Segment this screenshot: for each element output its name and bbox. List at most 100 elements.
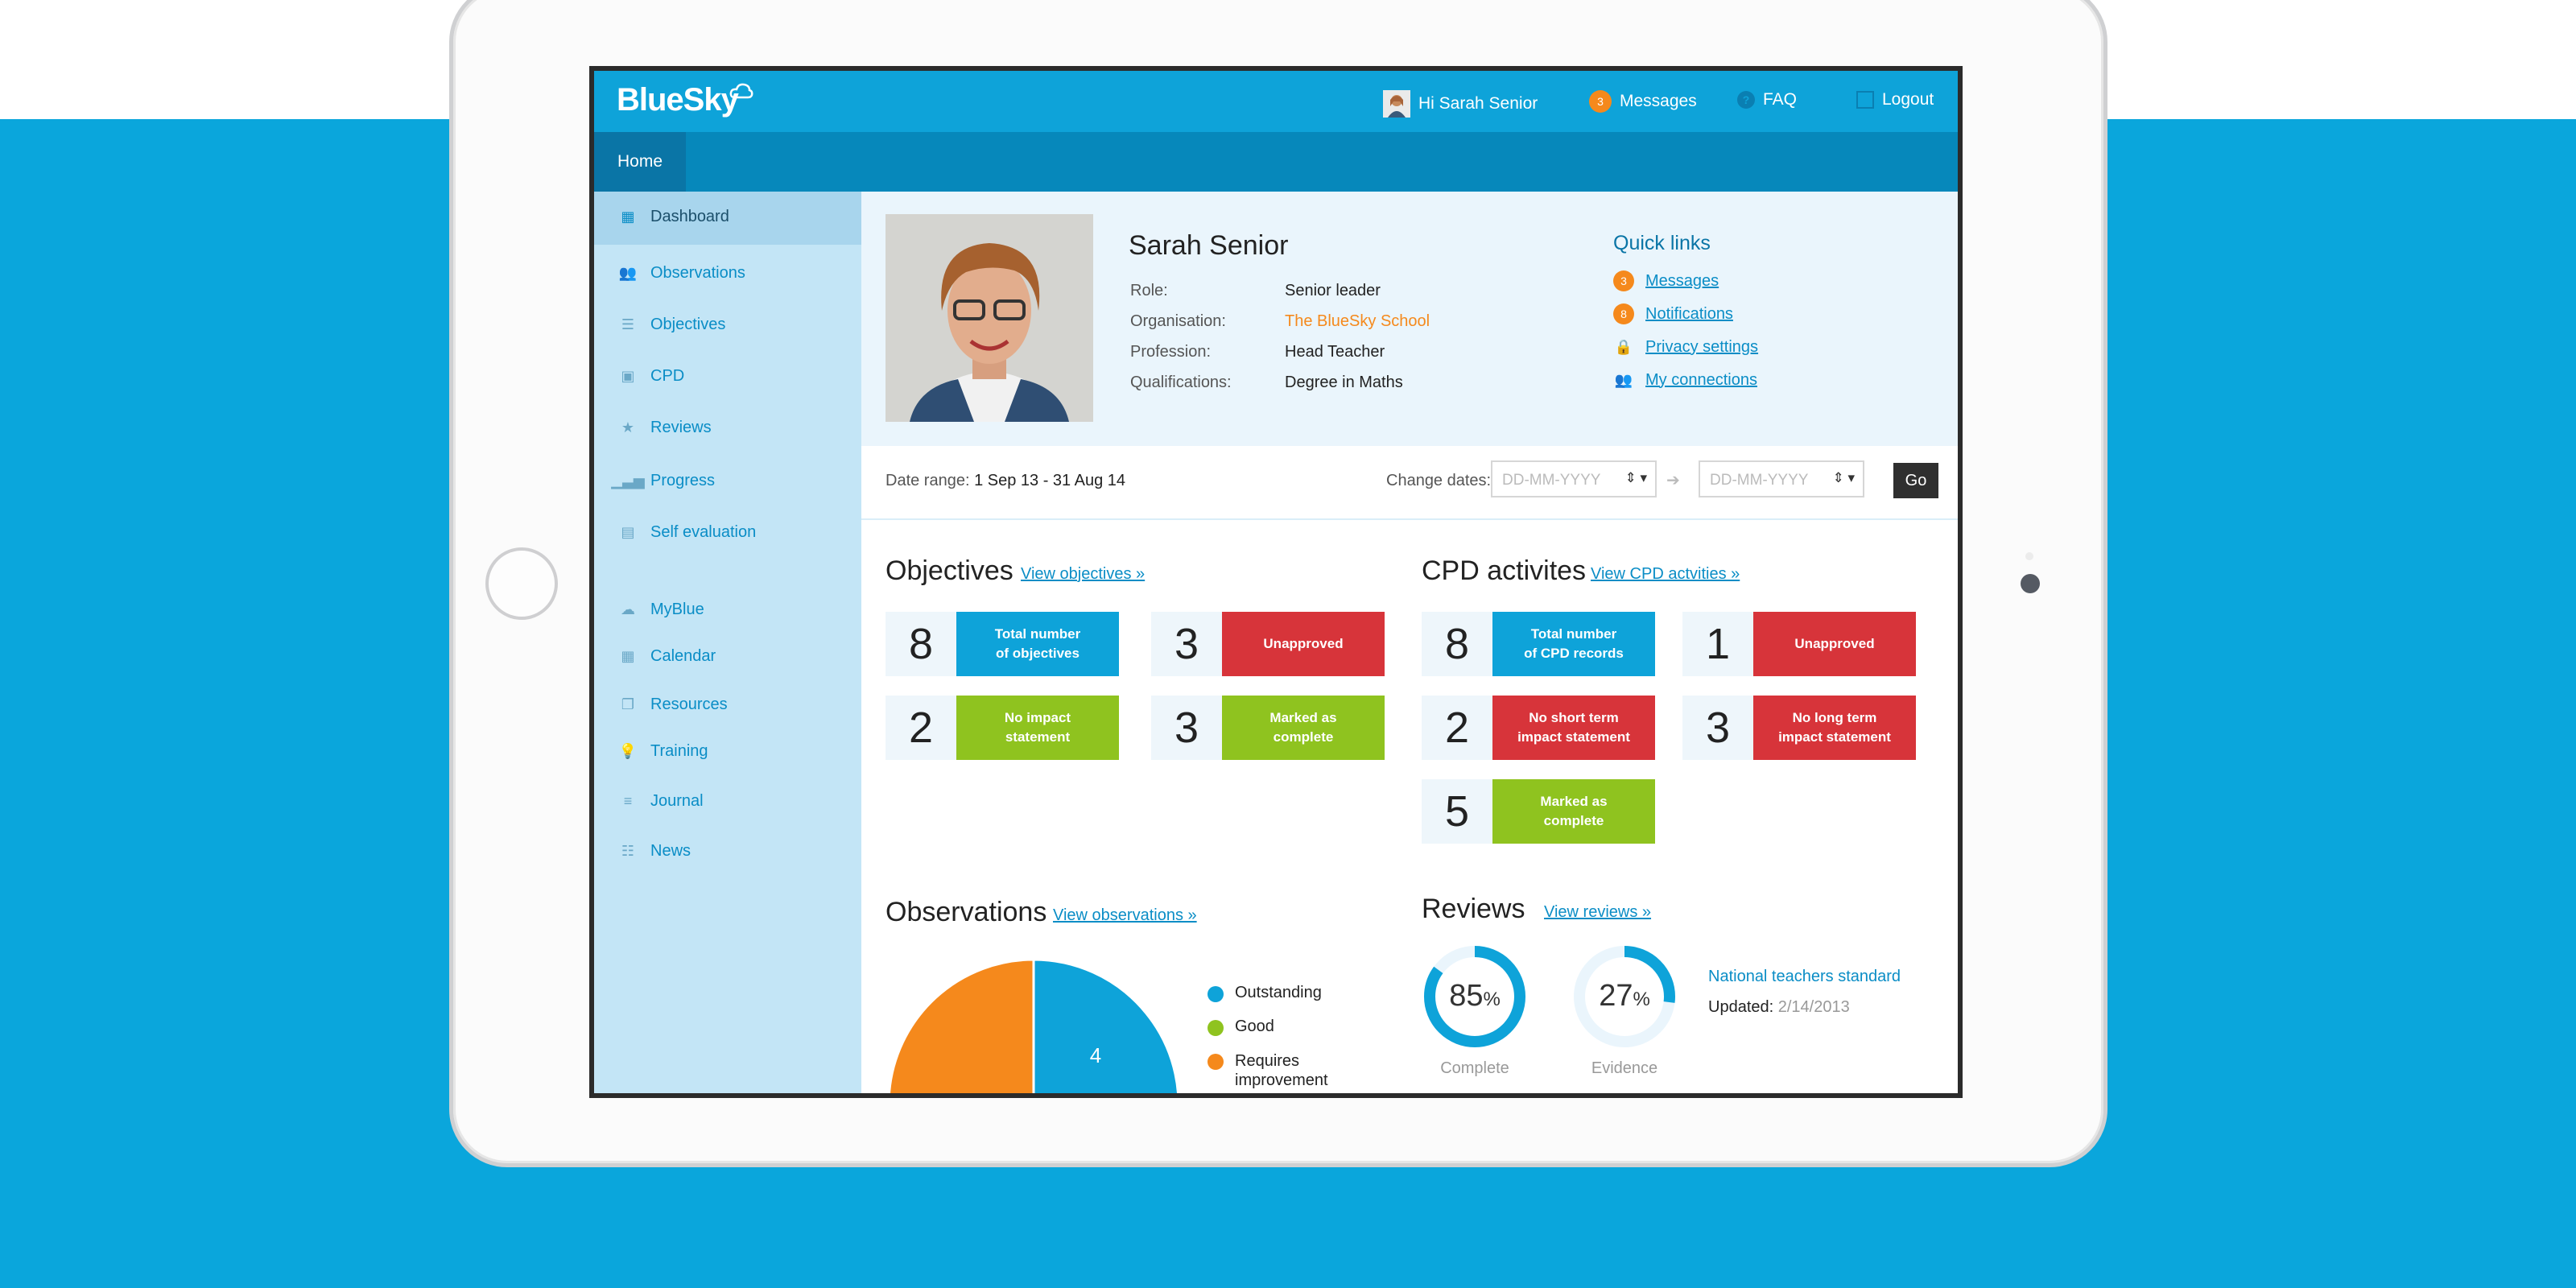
legend-label: Outstanding	[1235, 984, 1322, 1001]
profile-photo	[886, 214, 1093, 422]
quick-link-messages[interactable]: 3 Messages	[1613, 270, 1719, 291]
national-standard-link[interactable]: National teachers standard	[1708, 968, 1901, 985]
faq-label: FAQ	[1763, 90, 1798, 109]
tile-number: 8	[1422, 612, 1492, 676]
lines-icon: ≡	[623, 793, 633, 809]
evidence-percent: 27%	[1571, 979, 1678, 1013]
sidebar-item-resources[interactable]: ❐ Resources	[618, 696, 728, 714]
tablet-camera	[2021, 574, 2040, 593]
card-icon: ▤	[621, 524, 635, 540]
sidebar-item-journal[interactable]: ≡ Journal	[618, 792, 704, 811]
sidebar-item-reviews[interactable]: ★ Reviews	[618, 419, 712, 437]
app-screen: BlueSky Hi Sarah Senior 3 Messages ? FAQ…	[589, 66, 1963, 1098]
quick-link-privacy[interactable]: 🔒 Privacy settings	[1613, 336, 1758, 357]
sidebar-item-myblue[interactable]: ☁ MyBlue	[618, 601, 704, 619]
sidebar-item-training[interactable]: 💡 Training	[618, 742, 708, 761]
legend-dot	[1208, 1054, 1224, 1070]
organisation-link[interactable]: The BlueSky School	[1285, 312, 1430, 330]
sidebar-item-label: Calendar	[650, 647, 716, 665]
from-date-input[interactable]: DD-MM-YYYY ⇕ ▾	[1491, 460, 1657, 497]
logout-icon	[1856, 91, 1874, 109]
quick-link-label[interactable]: My connections	[1645, 370, 1757, 389]
sidebar-item-news[interactable]: ☷ News	[618, 842, 691, 861]
chevron-down-icon: ⇕ ▾	[1832, 470, 1855, 485]
objectives-no-impact-tile[interactable]: 2 No impact statement	[886, 696, 1119, 760]
chevron-down-icon: ⇕ ▾	[1624, 470, 1647, 485]
objectives-unapproved-tile[interactable]: 3 Unapproved	[1151, 612, 1385, 676]
cpd-no-short-term-tile[interactable]: 2 No short term impact statement	[1422, 696, 1655, 760]
quick-link-notifications[interactable]: 8 Notifications	[1613, 303, 1733, 324]
sidebar-item-progress[interactable]: ▁▃▅ Progress	[611, 472, 715, 490]
review-updated: Updated: 2/14/2013	[1708, 998, 1850, 1017]
group-icon: 👥	[1614, 371, 1633, 388]
to-date-input[interactable]: DD-MM-YYYY ⇕ ▾	[1699, 460, 1864, 497]
role-value: Senior leader	[1285, 282, 1381, 299]
star-icon: ★	[621, 419, 635, 436]
sidebar-item-label: CPD	[650, 367, 685, 385]
faq-link[interactable]: ? FAQ	[1737, 90, 1797, 109]
messages-link[interactable]: 3 Messages	[1589, 90, 1697, 113]
logout-link[interactable]: Logout	[1856, 90, 1934, 109]
bluesky-logo[interactable]: BlueSky	[617, 82, 753, 118]
pie-data-label: 4	[1090, 1043, 1101, 1067]
tile-label: Total number of objectives	[956, 612, 1119, 676]
help-icon: ?	[1737, 91, 1755, 109]
tile-number: 3	[1682, 696, 1753, 760]
tile-number: 1	[1682, 612, 1753, 676]
sidebar-item-label: Reviews	[650, 419, 712, 436]
quick-link-connections[interactable]: 👥 My connections	[1613, 369, 1757, 390]
updated-label: Updated:	[1708, 998, 1774, 1016]
cpd-title: CPD activites	[1422, 555, 1587, 586]
from-date-placeholder: DD-MM-YYYY	[1502, 472, 1601, 489]
tile-number: 8	[886, 612, 956, 676]
sidebar-item-objectives[interactable]: ☰ Objectives	[618, 316, 725, 334]
cpd-no-long-term-tile[interactable]: 3 No long term impact statement	[1682, 696, 1916, 760]
sidebar-item-self-evaluation[interactable]: ▤ Self evaluation	[618, 523, 756, 542]
sidebar-item-cpd[interactable]: ▣ CPD	[618, 367, 684, 386]
go-button[interactable]: Go	[1893, 463, 1938, 498]
user-greeting[interactable]: Hi Sarah Senior	[1383, 90, 1538, 118]
cpd-total-tile[interactable]: 8 Total number of CPD records	[1422, 612, 1655, 676]
ring-value: 85	[1449, 979, 1484, 1013]
tab-home[interactable]: Home	[594, 132, 686, 192]
qualifications-label: Qualifications:	[1130, 374, 1232, 391]
greeting-text: Hi Sarah Senior	[1418, 94, 1538, 113]
legend-good: Good	[1208, 1018, 1368, 1036]
objectives-complete-tile[interactable]: 3 Marked as complete	[1151, 696, 1385, 760]
role-label: Role:	[1130, 282, 1168, 299]
documents-icon: ❐	[621, 696, 635, 712]
view-observations-link[interactable]: View observations »	[1053, 906, 1197, 924]
pie-slice-outstanding[interactable]	[1032, 958, 1179, 1098]
evidence-ring	[1574, 946, 1675, 1047]
objectives-title: Objectives	[886, 555, 1013, 586]
objectives-total-tile[interactable]: 8 Total number of objectives	[886, 612, 1119, 676]
quick-link-label[interactable]: Notifications	[1645, 304, 1733, 323]
pie-slice-requires-improvement[interactable]	[888, 958, 1174, 1098]
view-reviews-link[interactable]: View reviews »	[1544, 903, 1652, 921]
quick-link-label[interactable]: Privacy settings	[1645, 337, 1759, 356]
quick-links-title: Quick links	[1613, 232, 1711, 254]
cpd-complete-tile[interactable]: 5 Marked as complete	[1422, 779, 1655, 844]
view-objectives-link[interactable]: View objectives »	[1021, 565, 1146, 583]
complete-ring	[1424, 946, 1525, 1047]
tile-label: Unapproved	[1222, 612, 1385, 676]
sidebar-item-label: Training	[650, 742, 708, 760]
updated-value: 2/14/2013	[1777, 998, 1850, 1016]
observations-pie-chart: 410	[888, 958, 1179, 1098]
bars-icon: ▁▃▅	[611, 473, 645, 489]
tile-label: Marked as complete	[1222, 696, 1385, 760]
date-range-value: 1 Sep 13 - 31 Aug 14	[974, 472, 1126, 489]
ring-progress	[1424, 946, 1525, 1047]
nav-bar: Home	[594, 132, 1958, 192]
sidebar-item-dashboard[interactable]: ▦ Dashboard	[618, 208, 729, 226]
sidebar-item-label: Journal	[650, 792, 704, 810]
tablet-home-button	[485, 547, 558, 620]
cpd-unapproved-tile[interactable]: 1 Unapproved	[1682, 612, 1916, 676]
date-range-label: Date range:	[886, 472, 970, 489]
quick-link-label[interactable]: Messages	[1645, 271, 1719, 290]
legend-dot	[1208, 1020, 1224, 1036]
sidebar-item-calendar[interactable]: ▦ Calendar	[618, 647, 716, 666]
view-cpd-link[interactable]: View CPD actvities »	[1591, 565, 1740, 583]
grid-icon: ▦	[621, 208, 635, 225]
sidebar-item-observations[interactable]: 👥 Observations	[618, 264, 745, 283]
